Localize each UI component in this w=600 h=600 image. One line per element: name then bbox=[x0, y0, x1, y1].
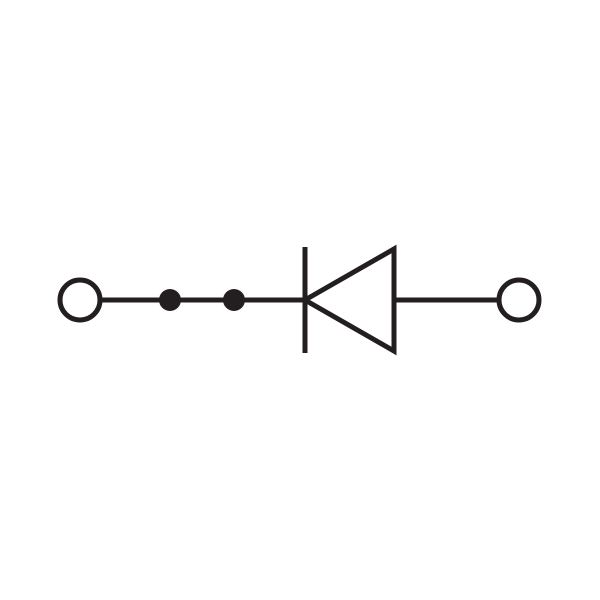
terminal-left bbox=[60, 280, 100, 320]
circuit-diagram bbox=[0, 0, 600, 600]
diode-triangle bbox=[305, 249, 394, 351]
terminal-right bbox=[499, 280, 539, 320]
junction-dot bbox=[223, 289, 245, 311]
junction-dot bbox=[159, 289, 181, 311]
